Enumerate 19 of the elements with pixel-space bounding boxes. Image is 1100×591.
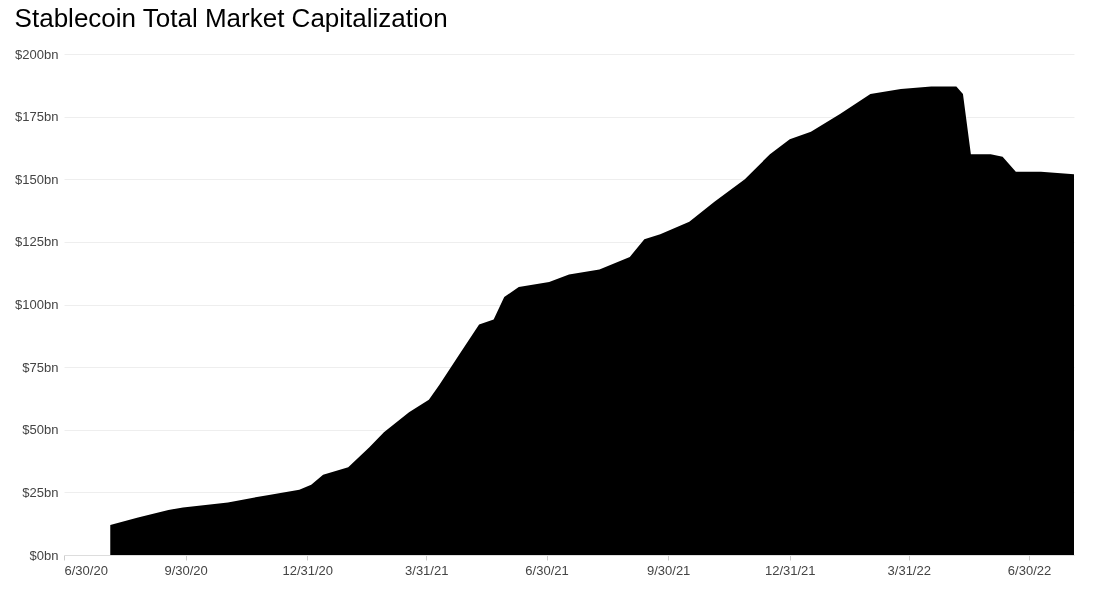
y-tick-label: $100bn <box>15 297 59 312</box>
y-tick-label: $50bn <box>22 422 59 438</box>
y-tick-label: $25bn <box>22 484 59 500</box>
y-tick-label: $125bn <box>15 234 59 250</box>
x-tick-label: 9/30/20 <box>164 562 208 578</box>
x-tick-label: 12/31/21 <box>764 562 816 578</box>
x-tick-label: 3/31/22 <box>887 562 931 578</box>
y-tick-label: $200bn <box>15 46 59 62</box>
x-tick-label: 6/30/22 <box>1007 562 1052 578</box>
x-tick-label: 6/30/21 <box>525 562 569 578</box>
x-tick-label: 9/30/21 <box>646 562 691 578</box>
chart-title: Stablecoin Total Market Capitalization <box>14 3 448 33</box>
y-tick-label: $0bn <box>29 547 59 563</box>
y-tick-label: $150bn <box>15 171 59 187</box>
x-tick-label: 12/31/20 <box>282 562 334 578</box>
y-tick-label: $175bn <box>15 109 59 125</box>
x-tick-label: 6/30/20 <box>64 562 108 578</box>
x-tick-label: 3/31/21 <box>405 562 449 578</box>
y-tick-label: $75bn <box>22 359 59 375</box>
